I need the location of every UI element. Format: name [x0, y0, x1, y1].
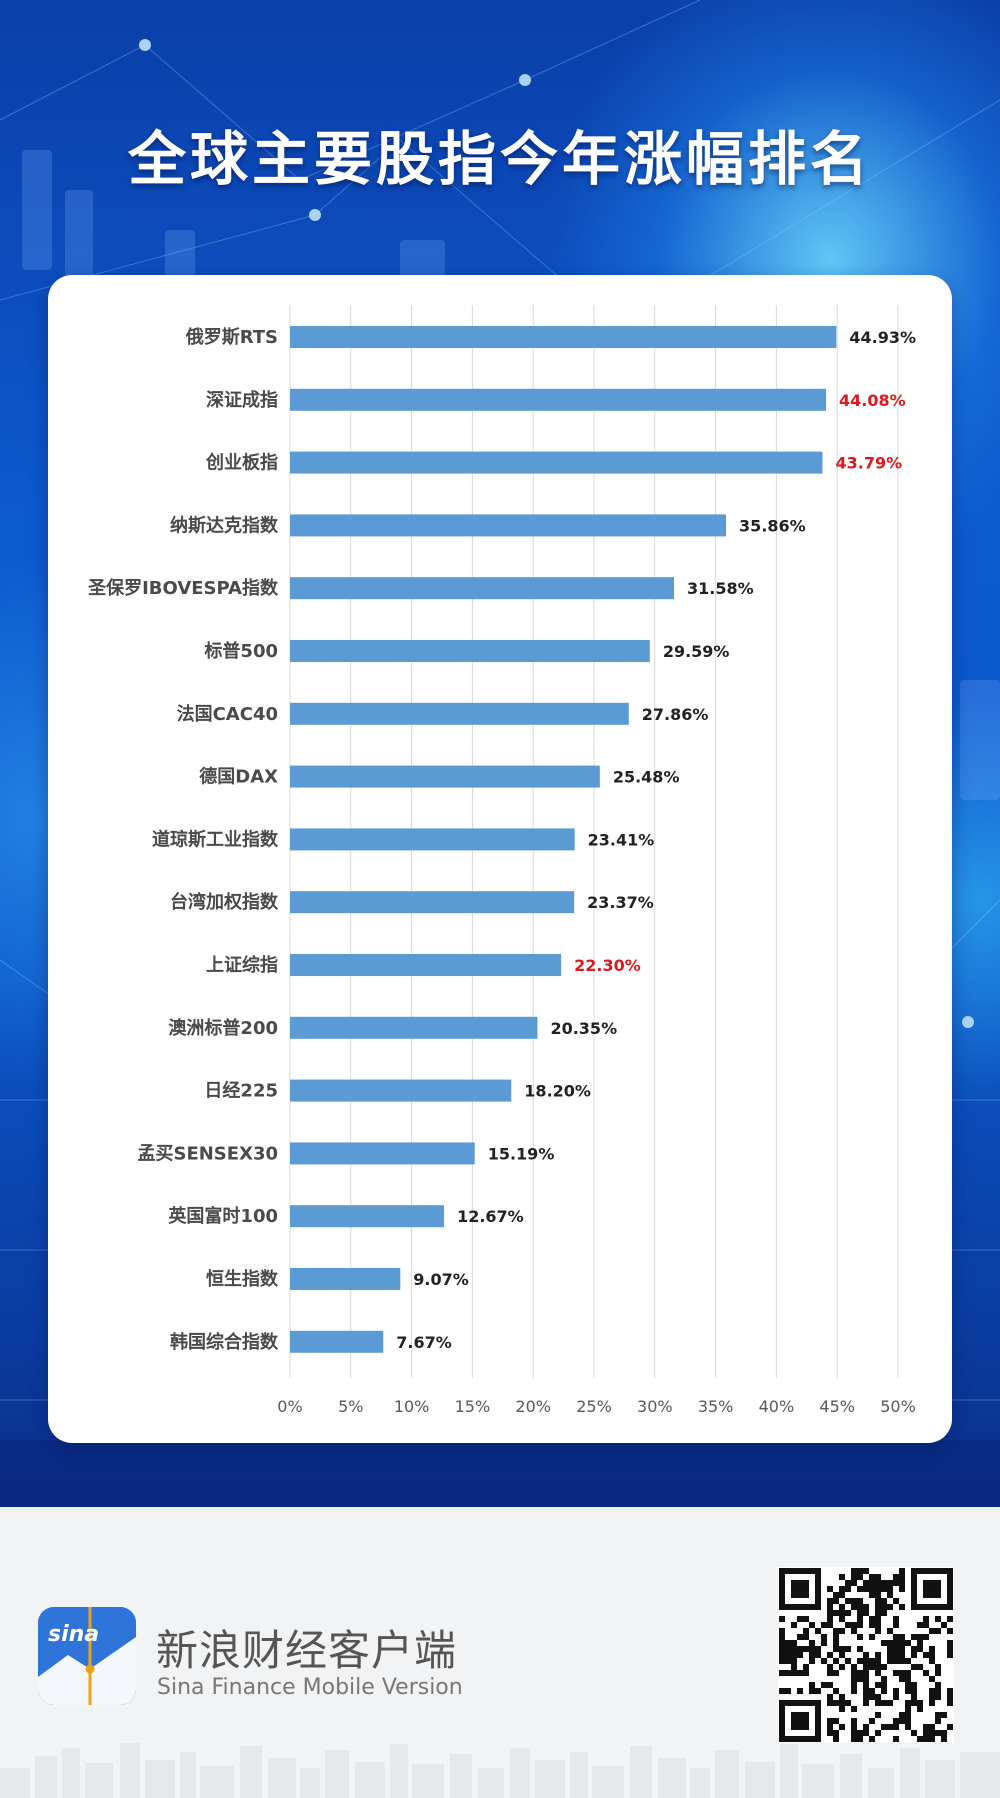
bar [290, 640, 650, 662]
category-label: 恒生指数 [206, 1268, 279, 1290]
value-label: 23.37% [587, 893, 654, 912]
category-label: 创业板指 [205, 452, 278, 474]
x-tick-label: 20% [515, 1397, 551, 1416]
x-tick-label: 5% [338, 1397, 363, 1416]
bar [290, 514, 727, 537]
category-label: 标普500 [203, 640, 278, 662]
value-label: 25.48% [613, 768, 680, 787]
sina-logo: sina [38, 1607, 136, 1705]
value-label: 20.35% [550, 1019, 617, 1038]
bar [290, 388, 827, 411]
qr-code[interactable] [778, 1567, 954, 1743]
category-label: 圣保罗IBOVESPA指数 [87, 577, 279, 599]
value-label: 27.86% [642, 705, 709, 724]
category-label: 法国CAC40 [177, 703, 278, 725]
x-tick-label: 30% [637, 1397, 673, 1416]
x-tick-label: 40% [759, 1397, 795, 1416]
value-label: 44.08% [839, 391, 906, 410]
category-label: 日经225 [204, 1080, 278, 1102]
category-label: 道琼斯工业指数 [152, 828, 279, 850]
bar [290, 326, 837, 348]
brand-name-en: Sina Finance Mobile Version [157, 1675, 463, 1700]
value-label: 22.30% [574, 956, 641, 975]
category-label: 纳斯达克指数 [170, 514, 279, 536]
page-title: 全球主要股指今年涨幅排名 [127, 125, 872, 193]
value-label: 9.07% [413, 1270, 469, 1289]
footer: sina 新浪财经客户端 Sina Finance Mobile Version [0, 1507, 1000, 1798]
value-label: 29.59% [663, 642, 730, 661]
bar [290, 1330, 384, 1353]
bar [290, 1205, 445, 1228]
bar [290, 451, 823, 474]
brand-name-cn: 新浪财经客户端 [156, 1626, 458, 1675]
x-tick-label: 15% [455, 1397, 491, 1416]
bar [290, 828, 575, 851]
category-label: 孟买SENSEX30 [137, 1143, 278, 1164]
qr-code-icon [779, 1568, 953, 1742]
value-label: 12.67% [457, 1207, 524, 1226]
x-tick-label: 35% [698, 1397, 734, 1416]
value-label: 7.67% [396, 1333, 452, 1352]
category-label: 韩国综合指数 [170, 1331, 279, 1353]
category-label: 德国DAX [199, 766, 278, 788]
bar-chart: 0% 5% 10% 15% 20% 25% 30% 35% 40% 45% 50% 俄罗斯RTS 44.… [87, 305, 916, 1416]
bar [290, 891, 575, 914]
category-label: 上证综指 [206, 954, 278, 976]
x-tick-label: 10% [394, 1397, 430, 1416]
category-label: 台湾加权指数 [170, 891, 279, 913]
bar [290, 702, 629, 725]
bar [290, 1016, 538, 1039]
bar [290, 1268, 401, 1290]
x-tick-label: 25% [576, 1397, 612, 1416]
value-label: 18.20% [524, 1082, 591, 1101]
logo-text: sina [48, 1622, 99, 1647]
bar [290, 954, 562, 976]
sina-logo-icon: sina [38, 1607, 136, 1705]
value-label: 44.93% [849, 328, 916, 347]
chart-card: 0% 5% 10% 15% 20% 25% 30% 35% 40% 45% 50% 俄罗斯RTS 44.… [48, 275, 952, 1443]
x-tick-label: 0% [277, 1397, 302, 1416]
category-label: 澳洲标普200 [168, 1017, 278, 1039]
bar [290, 765, 600, 788]
bar [290, 1079, 512, 1102]
value-label: 35.86% [739, 516, 806, 535]
category-label: 深证成指 [206, 389, 278, 411]
footer-skyline-decoration [0, 1743, 1000, 1798]
category-label: 俄罗斯RTS [185, 326, 278, 348]
value-label: 15.19% [488, 1144, 555, 1163]
value-label: 23.41% [588, 830, 655, 849]
category-label: 英国富时100 [167, 1205, 278, 1227]
bar [290, 1142, 475, 1165]
x-tick-label: 50% [880, 1397, 916, 1416]
value-label: 31.58% [687, 579, 754, 598]
bar [290, 577, 675, 600]
x-tick-label: 45% [819, 1397, 855, 1416]
value-label: 43.79% [835, 454, 902, 473]
